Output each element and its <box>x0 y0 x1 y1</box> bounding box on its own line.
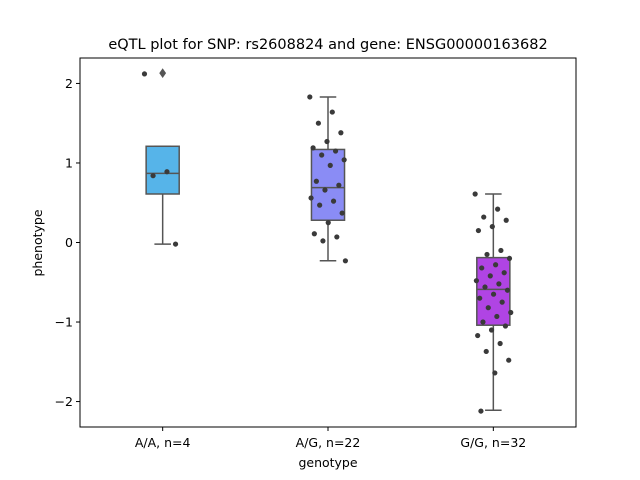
data-point <box>308 195 314 201</box>
data-point <box>313 178 319 184</box>
plot-area <box>141 68 514 414</box>
x-tick-label: A/G, n=22 <box>296 435 361 450</box>
data-point <box>307 94 313 100</box>
data-point <box>481 214 487 220</box>
data-point <box>497 340 503 347</box>
data-point <box>172 241 179 247</box>
data-point <box>494 313 500 320</box>
y-tick-label: 1 <box>65 155 73 170</box>
data-point <box>315 120 321 126</box>
y-axis: −2 −1 0 1 2 <box>55 76 80 409</box>
x-tick-label: A/A, n=4 <box>135 435 191 450</box>
box-group <box>145 68 180 245</box>
y-tick-label: 2 <box>65 76 73 91</box>
data-point <box>478 408 484 414</box>
data-point <box>150 173 156 179</box>
box-group <box>310 96 346 262</box>
outlier-point <box>159 68 167 78</box>
y-axis-label: phenotype <box>30 209 45 276</box>
data-point <box>501 270 507 276</box>
data-point <box>325 220 331 226</box>
data-point <box>472 191 478 197</box>
data-point <box>492 370 498 376</box>
data-point <box>338 130 344 136</box>
data-point <box>164 169 170 175</box>
data-point <box>484 251 490 258</box>
x-axis: A/A, n=4 A/G, n=22 G/G, n=32 <box>135 427 526 450</box>
data-point <box>506 357 512 363</box>
data-point <box>490 291 497 297</box>
data-point <box>327 162 333 168</box>
data-point <box>320 238 326 244</box>
data-point <box>330 198 337 204</box>
iqr-box <box>145 145 180 195</box>
data-point <box>339 210 345 216</box>
data-point <box>310 145 316 151</box>
data-point <box>342 258 349 264</box>
data-point <box>311 231 317 237</box>
data-point <box>141 71 148 77</box>
data-point <box>506 255 513 262</box>
data-point <box>336 182 342 188</box>
data-point <box>477 295 483 301</box>
data-point <box>317 202 323 208</box>
x-tick-label: G/G, n=32 <box>460 435 526 450</box>
y-tick-label: −2 <box>55 394 73 409</box>
data-point <box>480 319 486 325</box>
data-point <box>492 262 499 268</box>
data-point <box>482 284 488 290</box>
data-point <box>479 265 485 271</box>
data-point <box>502 323 509 329</box>
data-point <box>322 187 328 193</box>
data-point <box>475 332 481 339</box>
data-point <box>504 287 511 293</box>
data-point <box>488 327 495 333</box>
data-point <box>341 157 347 163</box>
data-point <box>496 281 502 287</box>
x-axis-label: genotype <box>298 455 357 470</box>
data-point <box>499 299 505 305</box>
data-point <box>473 278 479 284</box>
data-point <box>475 227 482 234</box>
data-point <box>329 109 335 115</box>
chart-title: eQTL plot for SNP: rs2608824 and gene: E… <box>108 37 547 53</box>
data-point <box>495 206 501 212</box>
data-point <box>485 305 491 311</box>
data-point <box>483 348 489 355</box>
y-tick-label: 0 <box>65 235 73 250</box>
y-tick-label: −1 <box>55 315 73 330</box>
data-point <box>319 152 325 158</box>
data-point <box>498 247 504 254</box>
data-point <box>487 273 493 279</box>
data-point <box>324 138 330 145</box>
data-point <box>489 223 495 230</box>
data-point <box>503 217 509 223</box>
data-point <box>332 148 339 154</box>
data-point <box>334 234 340 240</box>
data-point <box>508 309 514 316</box>
